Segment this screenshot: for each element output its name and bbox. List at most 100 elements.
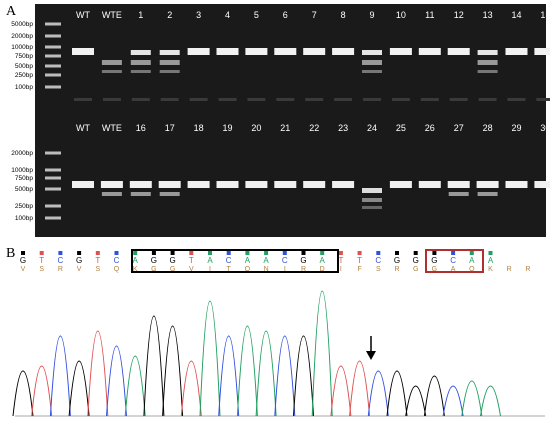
lane-label: 25 (396, 123, 406, 133)
mutation-arrow (366, 336, 376, 360)
gel-band (245, 48, 268, 55)
gel-band (216, 181, 239, 188)
gel-well (420, 98, 439, 101)
lane-label: 13 (483, 10, 493, 20)
lane-label: 9 (369, 10, 374, 20)
amino-acid: I (340, 266, 342, 273)
gel-band (477, 60, 498, 65)
base-call: G (76, 256, 82, 265)
gel-band (477, 192, 498, 196)
lane-label: 14 (511, 10, 521, 20)
gel-band (129, 181, 152, 188)
lane-label: 29 (511, 123, 521, 133)
ladder-band (45, 45, 61, 49)
gel-well (74, 98, 92, 101)
base-call: A (263, 256, 269, 265)
base-marker (114, 251, 119, 255)
base-marker (264, 251, 269, 255)
lane-label: 18 (194, 123, 204, 133)
gel-well (189, 98, 208, 101)
lane-label: 27 (454, 123, 464, 133)
marker-label: 1000bp (11, 44, 33, 51)
lane-label: 4 (225, 10, 230, 20)
gel-band (187, 48, 210, 55)
base-marker (226, 251, 231, 255)
base-call: A (207, 256, 213, 265)
base-call: G (300, 256, 306, 265)
amino-acid: Q (245, 266, 251, 273)
lane-label: 10 (396, 10, 406, 20)
lane-label: 5 (254, 10, 259, 20)
amino-acid: R (507, 266, 512, 273)
gel-band (159, 70, 180, 73)
gel-well (507, 98, 526, 101)
gel-well (102, 98, 121, 101)
trace-peak (423, 375, 445, 417)
gel-well (247, 98, 266, 101)
base-call: A (320, 256, 326, 265)
base-call: A (245, 256, 251, 265)
trace-peak (199, 300, 221, 417)
gel-band (130, 50, 151, 55)
lane-label: 24 (367, 123, 377, 133)
marker-label: 250bp (15, 203, 33, 210)
base-marker (432, 251, 437, 255)
amino-acid: I (209, 266, 211, 273)
base-marker (133, 251, 138, 255)
gel-band (362, 70, 382, 73)
lane-label: 26 (425, 123, 435, 133)
base-marker (245, 251, 250, 255)
base-marker (58, 251, 63, 255)
base-call: T (95, 256, 100, 265)
base-marker (77, 251, 82, 255)
lane-label: 15 (540, 10, 550, 20)
gel-band (389, 181, 412, 188)
gel-band (362, 188, 382, 193)
ladder-band (45, 54, 61, 58)
base-marker (413, 251, 418, 255)
gel-band (418, 181, 441, 188)
gel-band (362, 60, 382, 65)
amino-acid: R (394, 266, 399, 273)
gel-band (159, 192, 180, 196)
gel-bands (45, 22, 550, 220)
gel-band (158, 181, 181, 188)
marker-label: 500bp (15, 186, 33, 193)
trace-peak (162, 325, 184, 417)
lane-label: 21 (280, 123, 290, 133)
ladder-band (45, 151, 61, 155)
amino-acid: T (227, 266, 232, 273)
base-marker (488, 251, 493, 255)
base-marker (376, 251, 381, 255)
gel-band (534, 48, 550, 55)
base-call: G (413, 256, 419, 265)
amino-acid: Q (469, 266, 475, 273)
gel-well (334, 98, 353, 101)
trace-peak (405, 385, 427, 417)
gel-well (276, 98, 295, 101)
amino-acid: G (413, 266, 418, 273)
gel-band (332, 48, 355, 55)
bottom-lane-labels: WT WTE 16 17 18 19 20 21 22 23 24 25 26 27 28 29 30 (76, 123, 550, 133)
trace-peak (311, 290, 333, 417)
lane-label: 30 (540, 123, 550, 133)
pam-box (425, 249, 484, 273)
gel-well (478, 98, 497, 101)
gel-well (449, 98, 468, 101)
lane-label: 7 (312, 10, 317, 20)
base-marker (208, 251, 212, 255)
trace-peak (367, 370, 389, 417)
amino-acid: V (21, 266, 26, 273)
lane-label: 20 (251, 123, 261, 133)
base-marker (320, 251, 325, 255)
base-marker (469, 251, 474, 255)
gel-band (477, 70, 498, 73)
lane-label: 11 (425, 10, 434, 20)
trace-peak (293, 335, 314, 417)
gel-well (160, 98, 179, 101)
gel-electrophoresis-panel: A WT WTE 1 2 3 4 5 6 7 8 9 10 11 12 13 14 15 WT WTE 16 17 18… (6, 4, 550, 237)
amino-acid: A (451, 266, 456, 273)
gel-well (305, 98, 324, 101)
marker-label: 250bp (15, 72, 33, 79)
